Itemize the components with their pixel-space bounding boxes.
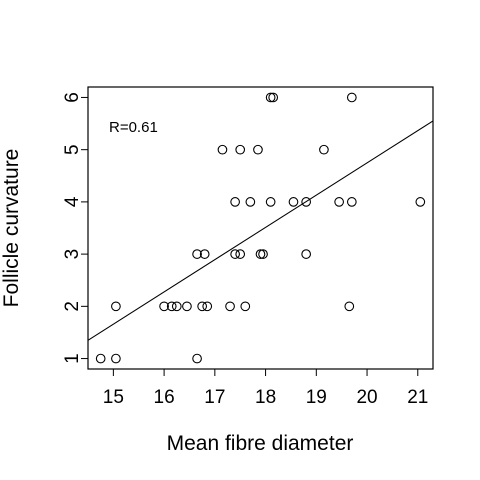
y-tick-label-3: 3 [62,249,83,260]
x-tick-label-15: 15 [103,387,124,408]
y-tick-label-5: 5 [62,144,83,155]
x-tick-label-20: 20 [356,387,377,408]
data-point-6 [171,301,182,312]
data-point-5 [166,301,177,312]
data-point-26 [346,197,357,207]
data-point-23 [288,197,299,207]
data-point-31 [319,144,329,155]
data-point-19 [301,249,312,259]
data-point-29 [235,144,246,155]
y-axis: 1 2 3 4 5 6 [62,92,89,364]
data-point-0 [95,353,106,364]
x-tick-label-17: 17 [204,387,225,408]
y-tick-label-2: 2 [62,301,83,312]
data-point-1 [111,353,121,364]
data-point-11 [240,301,251,312]
data-point-20 [230,197,240,207]
data-point-24 [301,197,312,207]
correlation-annotation: R=0.61 [109,119,158,136]
data-point-15 [230,249,240,259]
data-point-13 [192,249,202,259]
data-point-33 [268,92,279,103]
x-tick-label-18: 18 [255,387,276,408]
data-points [95,92,426,364]
data-point-9 [202,301,213,312]
data-point-25 [334,197,344,207]
plot-area [87,92,434,364]
data-point-7 [182,301,192,312]
data-point-17 [255,249,266,259]
y-axis-label: Follicle curvature [0,149,23,308]
data-point-14 [199,249,210,259]
data-point-16 [235,249,246,259]
x-tick-label-21: 21 [407,387,428,408]
data-point-34 [346,92,357,103]
data-point-2 [192,353,202,364]
data-point-21 [245,197,256,207]
data-point-10 [225,301,235,312]
y-tick-label-4: 4 [62,196,83,207]
data-point-22 [265,197,276,207]
data-point-8 [197,301,208,312]
data-point-4 [159,301,169,312]
data-point-32 [265,92,276,103]
data-point-27 [415,197,426,207]
x-axis-label: Mean fibre diameter [167,432,354,455]
regression-line [87,120,434,341]
data-point-30 [253,144,263,155]
x-axis: 15 16 17 18 19 20 21 [103,368,428,408]
x-tick-label-19: 19 [306,387,327,408]
x-tick-label-16: 16 [154,387,175,408]
data-point-18 [258,249,268,259]
y-tick-label-6: 6 [62,92,83,103]
data-point-28 [217,144,228,155]
data-point-3 [111,301,121,312]
y-tick-label-1: 1 [62,353,83,364]
data-point-12 [344,301,355,312]
